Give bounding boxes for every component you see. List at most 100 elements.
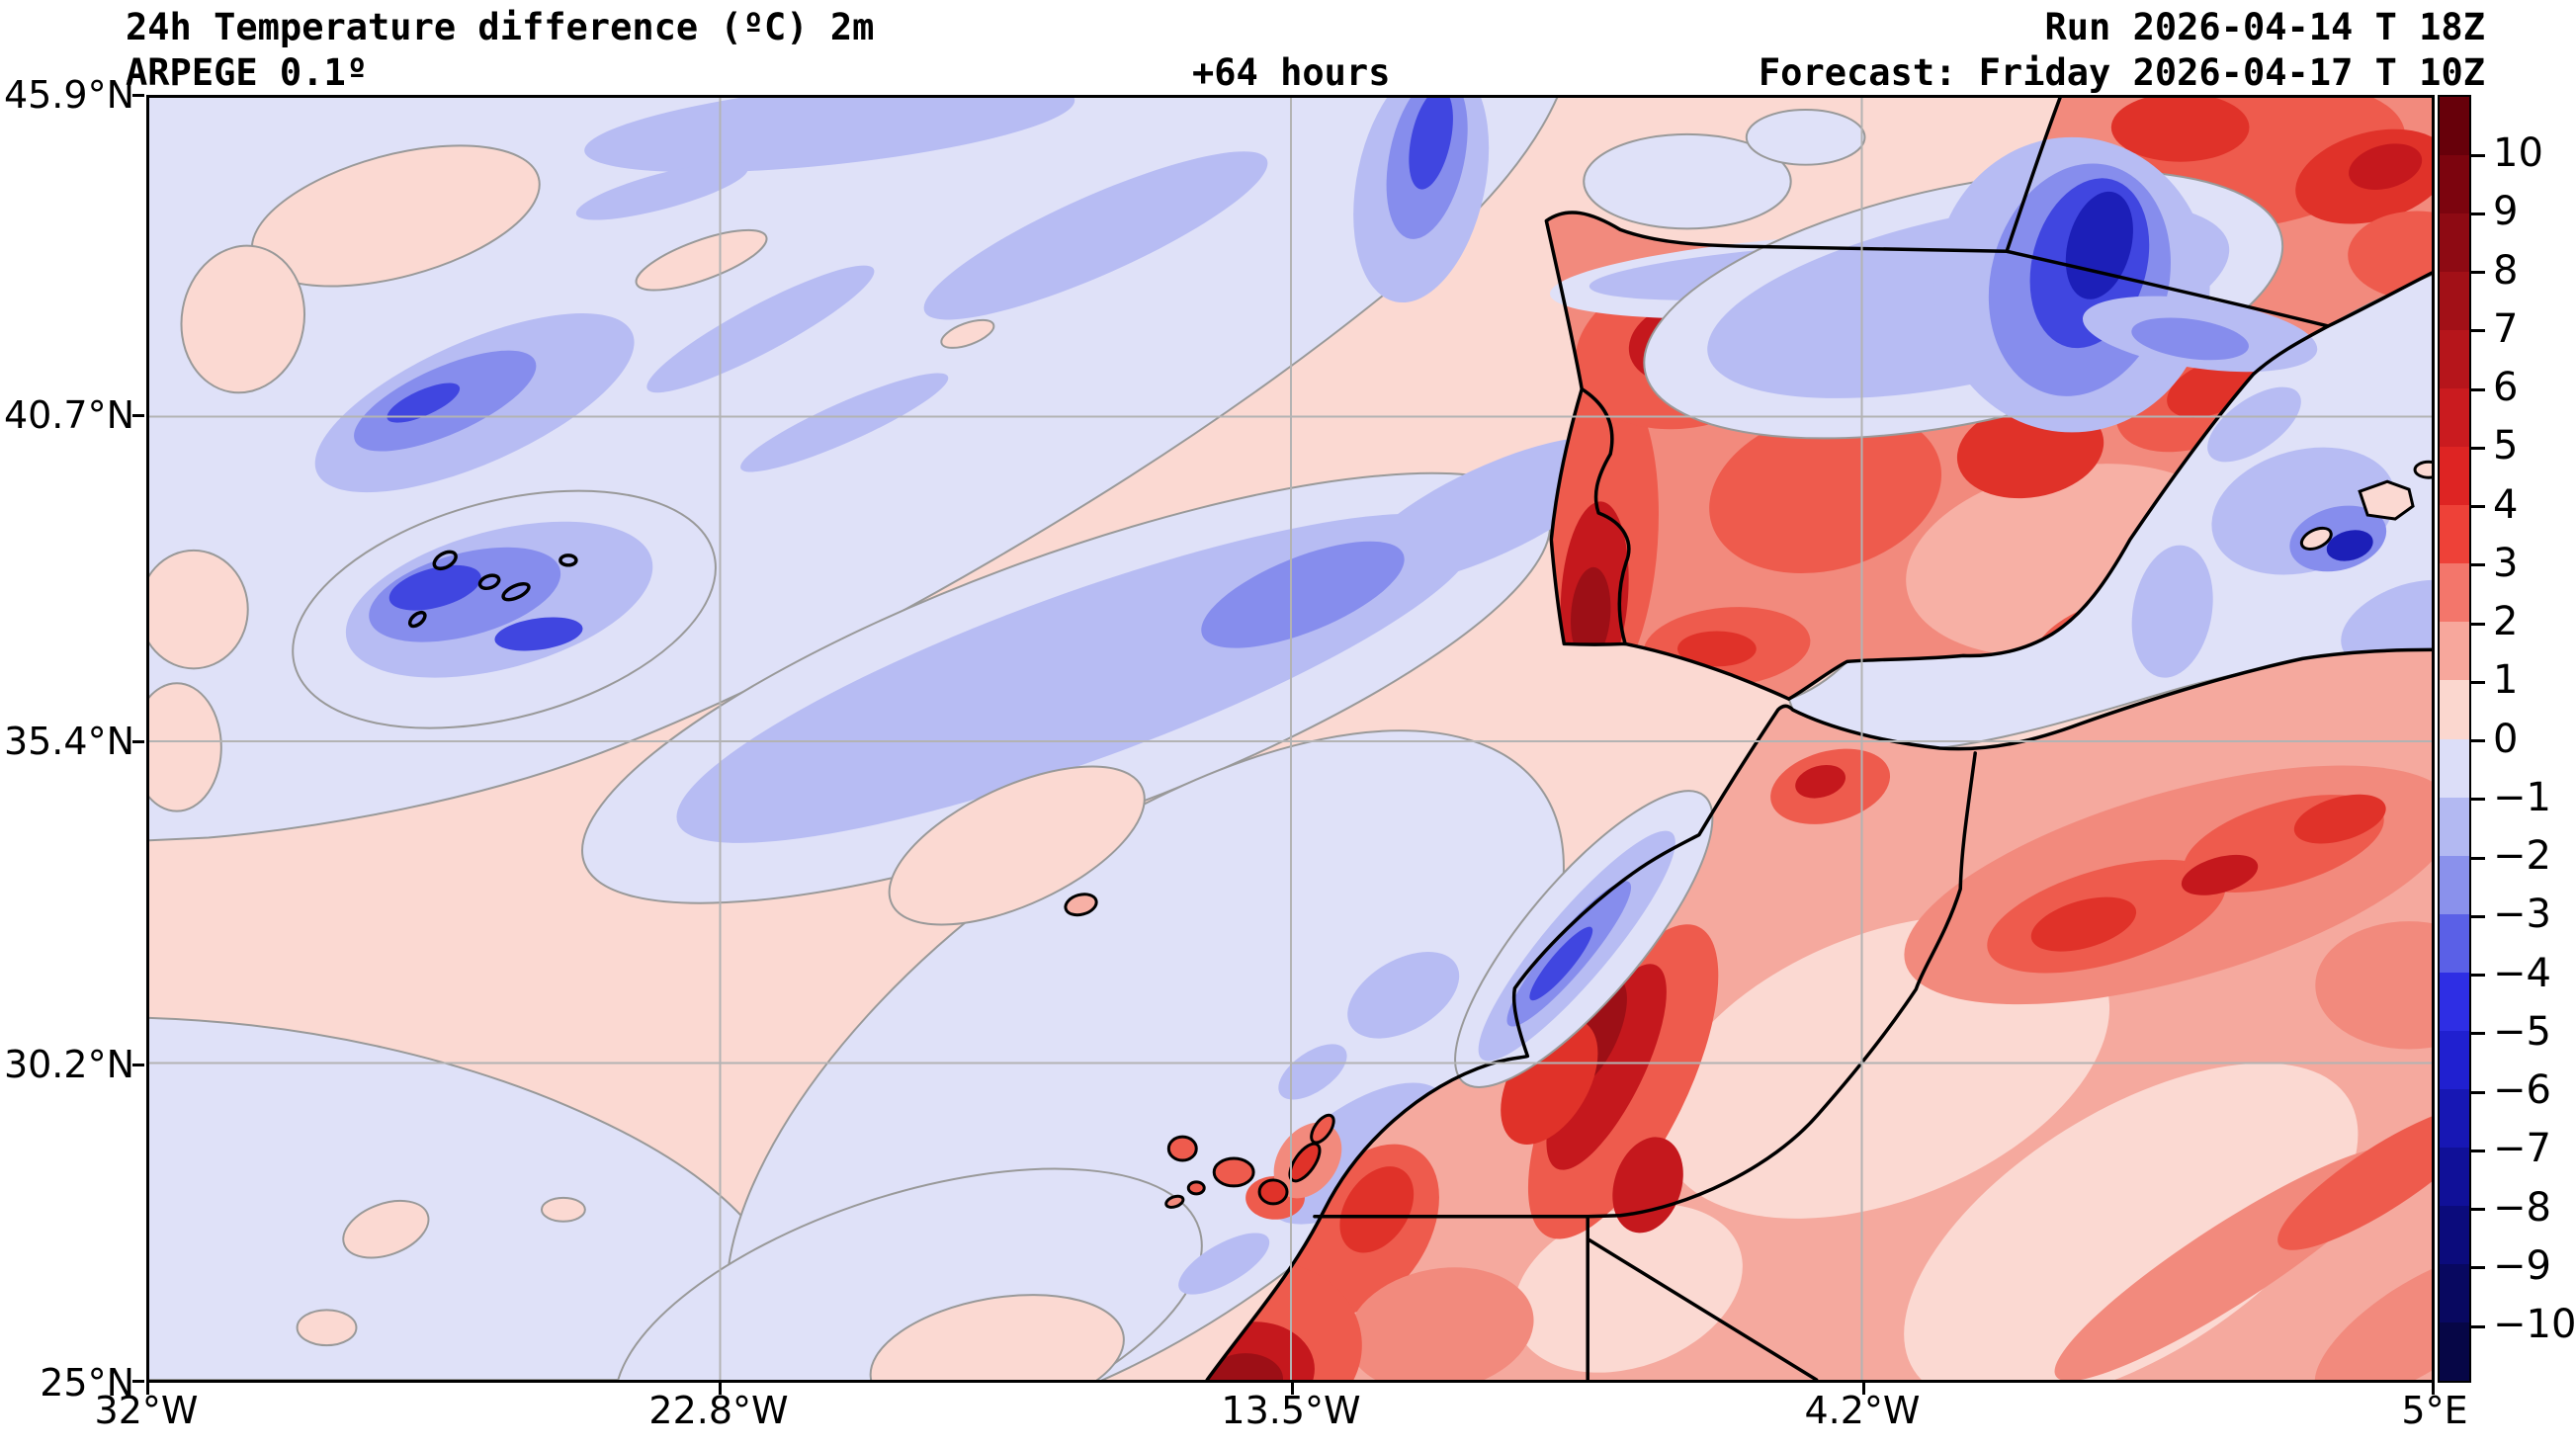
colorbar-segment (2440, 680, 2469, 739)
colorbar-tick-labels: 10 9 8 7 6 5 4 3 2 1 0 −1 −2 −3 −4 −5 −6 −7 −8 −9 −10 (2469, 95, 2576, 1383)
tenerife-island (1212, 1156, 1255, 1188)
x-tick-mark (719, 1383, 722, 1395)
x-tick-mark (1862, 1383, 1865, 1395)
cold-band (923, 151, 1268, 320)
x-tick-label: 32°W (94, 1389, 199, 1432)
africa-coastline (1205, 647, 2432, 1380)
colorbar-tick-label: −6 (2493, 1067, 2551, 1113)
cold-core-morocco-coast (1529, 926, 1593, 1001)
x-tick-mark (1291, 1383, 1294, 1395)
cold-core (1409, 98, 1453, 190)
cold-band (1354, 437, 1626, 586)
cold-band (575, 162, 748, 220)
colorbar-tick-label: −8 (2493, 1184, 2551, 1231)
warm-patch (149, 549, 249, 670)
el-hierro-island (1164, 1194, 1185, 1209)
y-tick-label: 30.2°N (3, 1043, 134, 1086)
map-plot-area (146, 95, 2435, 1383)
warm-patch (296, 1309, 358, 1347)
cold-patch (1745, 108, 1866, 166)
warm-patch (940, 318, 995, 349)
lanzarote-island (1310, 1113, 1335, 1145)
colorbar-tick-mark (2471, 1090, 2485, 1094)
y-tick-label: 45.9°N (3, 73, 134, 117)
colorbar-tick-mark (2471, 856, 2485, 860)
la-palma-island (1166, 1135, 1198, 1162)
africa-anomalies (1207, 748, 2432, 1380)
colorbar-tick-label: −5 (2493, 1008, 2551, 1055)
graticule (149, 98, 2432, 1380)
colorbar-tick-label: −2 (2493, 833, 2551, 879)
warm-patch (540, 1196, 586, 1223)
colorbar-tick-label: −9 (2493, 1242, 2551, 1289)
colorbar-segment (2440, 855, 2469, 914)
cold-core (386, 383, 461, 423)
colorbar-tick-label: −7 (2493, 1126, 2551, 1172)
colorbar-segment (2440, 97, 2469, 156)
colorbar-segment (2440, 1147, 2469, 1206)
colorbar-tick-label: 7 (2493, 305, 2519, 352)
colorbar-tick-label: 4 (2493, 481, 2519, 528)
lead-time-label: +64 hours (1192, 51, 1391, 94)
cold-band (2341, 579, 2432, 669)
colorbar-segment (2440, 1205, 2469, 1264)
colorbar-tick-mark (2471, 212, 2485, 215)
colorbar-segment (2440, 330, 2469, 389)
azores-islands-outline (407, 550, 578, 629)
colorbar-tick-label: −1 (2493, 774, 2551, 820)
portugal-spain-border (1580, 386, 1631, 646)
y-tick-label: 40.7°N (3, 393, 134, 437)
colorbar-tick-label: 1 (2493, 657, 2519, 704)
colorbar-tick-mark (2471, 914, 2485, 918)
colorbar-tick-mark (2471, 622, 2485, 626)
model-label: ARPEGE 0.1º (126, 51, 369, 94)
colorbar-segment (2440, 563, 2469, 623)
colorbar-segment (2440, 213, 2469, 273)
cold-band (646, 265, 875, 393)
colorbar-tick-label: 2 (2493, 599, 2519, 644)
warm-patch (180, 244, 306, 394)
cold-band (1178, 1233, 1270, 1295)
colorbar-tick-mark (2471, 974, 2485, 977)
chart-title: 24h Temperature difference (ºC) 2m (126, 6, 875, 48)
colorbar-tick-label: 8 (2493, 247, 2519, 294)
colorbar-tick-mark (2471, 329, 2485, 333)
colorbar-segment (2440, 913, 2469, 973)
cold-core (494, 617, 583, 651)
colorbar-segment (2440, 1321, 2469, 1382)
warm-patch (342, 1199, 430, 1259)
colorbar-segment (2440, 388, 2469, 448)
ibiza-island (2299, 526, 2333, 551)
y-tick-label: 25°N (40, 1361, 134, 1405)
colorbar-tick-mark (2471, 798, 2485, 802)
colorbar-tick-mark (2471, 1266, 2485, 1270)
cold-band (740, 373, 949, 472)
colorbar-segment (2440, 447, 2469, 506)
colorbar-tick-label: 9 (2493, 189, 2519, 235)
colorbar-tick-mark (2471, 680, 2485, 684)
y-tick-mark (132, 740, 144, 743)
x-tick-mark (2432, 1383, 2435, 1395)
cold-band (2207, 386, 2301, 463)
gran-canaria-island (1257, 1178, 1289, 1206)
cold-core-biscay (2065, 191, 2133, 299)
france-coastline (2005, 98, 2432, 328)
colorbar-tick-label: −10 (2493, 1302, 2576, 1347)
colorbar-segment (2440, 738, 2469, 798)
colorbar-segment (2440, 622, 2469, 681)
x-tick-label: 22.8°W (648, 1389, 789, 1432)
colorbar-tick-mark (2471, 387, 2485, 391)
la-gomera-island (1186, 1180, 1206, 1196)
colorbar-tick-mark (2471, 505, 2485, 508)
warm-patch (149, 682, 222, 812)
colorbar-segment (2440, 797, 2469, 856)
cold-band (1278, 1044, 1347, 1100)
colorbar-tick-mark (2471, 1149, 2485, 1152)
colorbar-tick-label: −3 (2493, 892, 2551, 938)
north-africa-borders (1313, 751, 1977, 1380)
colorbar-segment (2440, 272, 2469, 331)
warm-patch (635, 228, 768, 292)
y-tick-mark (132, 1380, 144, 1383)
colorbar-tick-mark (2471, 739, 2485, 742)
